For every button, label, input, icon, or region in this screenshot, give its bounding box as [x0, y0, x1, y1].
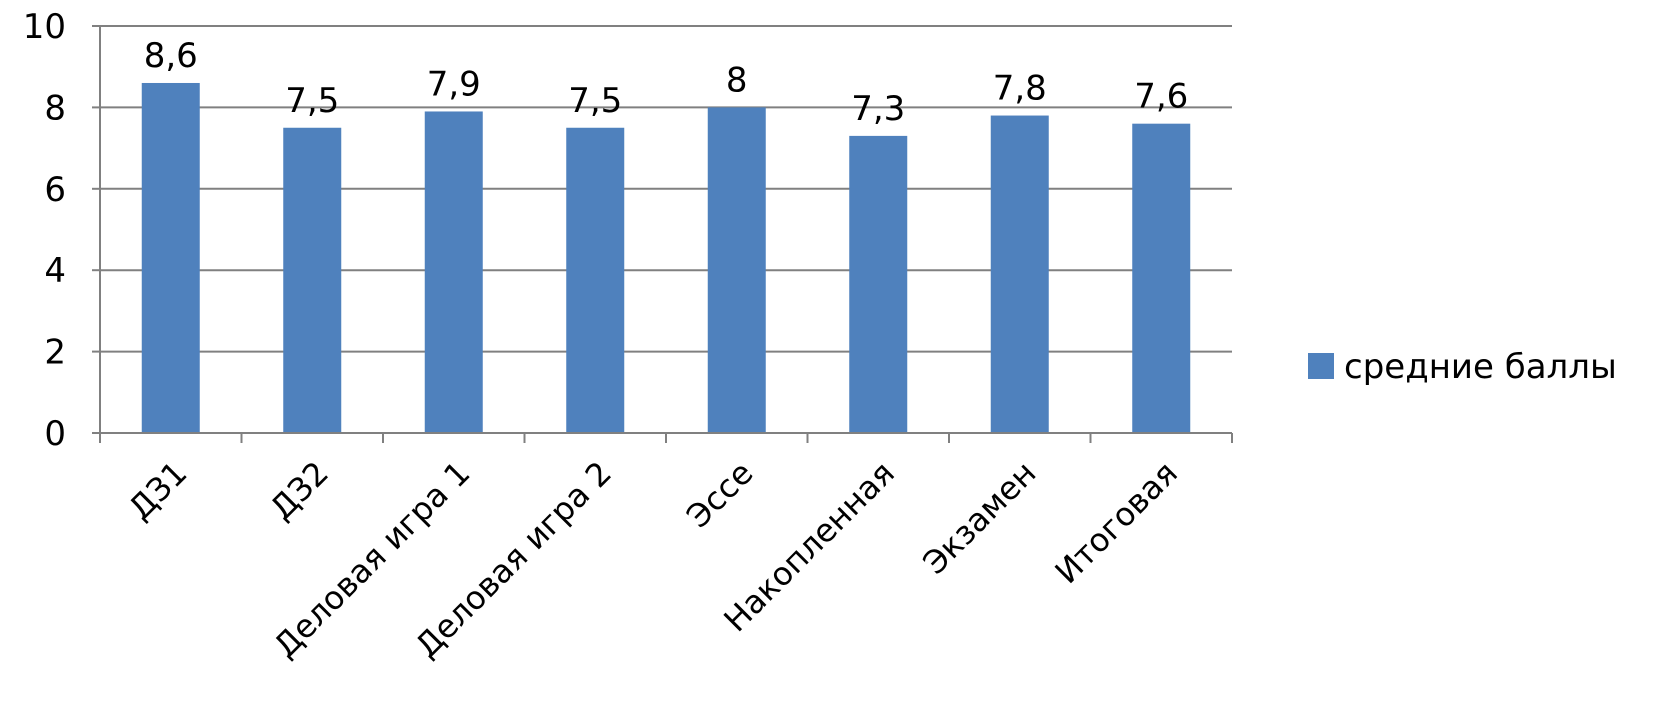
bar — [141, 82, 200, 433]
data-label: 8,6 — [144, 36, 198, 76]
data-label: 7,6 — [1134, 77, 1188, 117]
y-tick-label: 6 — [44, 170, 66, 210]
x-tick-label: ДЗ1 — [121, 454, 194, 527]
bar — [424, 111, 483, 433]
bar — [990, 115, 1049, 433]
data-label: 8 — [726, 60, 748, 100]
y-tick-label: 0 — [44, 414, 66, 454]
data-label: 7,8 — [993, 69, 1047, 109]
legend: средние баллы — [1308, 347, 1617, 387]
data-labels: 8,6 7,5 7,9 7,5 8 7,3 7,8 7,6 — [144, 36, 1189, 129]
y-tick-label: 2 — [44, 333, 66, 373]
legend-swatch — [1308, 353, 1334, 379]
x-tick-label: ДЗ2 — [262, 454, 335, 527]
bar — [707, 107, 766, 434]
bars — [141, 82, 1191, 434]
bar — [566, 127, 625, 433]
y-tick-label: 10 — [23, 7, 66, 47]
bar — [1132, 123, 1191, 434]
bar — [849, 135, 908, 433]
data-label: 7,5 — [285, 81, 339, 121]
data-label: 7,3 — [851, 89, 905, 129]
x-tick-label: Итоговая — [1048, 454, 1185, 591]
y-tick-label: 4 — [44, 251, 66, 291]
data-label: 7,9 — [427, 64, 481, 104]
x-tick-label: Экзамен — [915, 454, 1043, 582]
bar — [283, 127, 342, 433]
legend-label: средние баллы — [1344, 347, 1617, 387]
x-axis — [92, 26, 1233, 443]
y-axis-ticks: 0 2 4 6 8 10 — [23, 7, 100, 454]
data-label: 7,5 — [568, 81, 622, 121]
x-tick-label: Эссе — [679, 454, 760, 535]
y-tick-label: 8 — [44, 88, 66, 128]
gridlines — [100, 25, 1232, 353]
